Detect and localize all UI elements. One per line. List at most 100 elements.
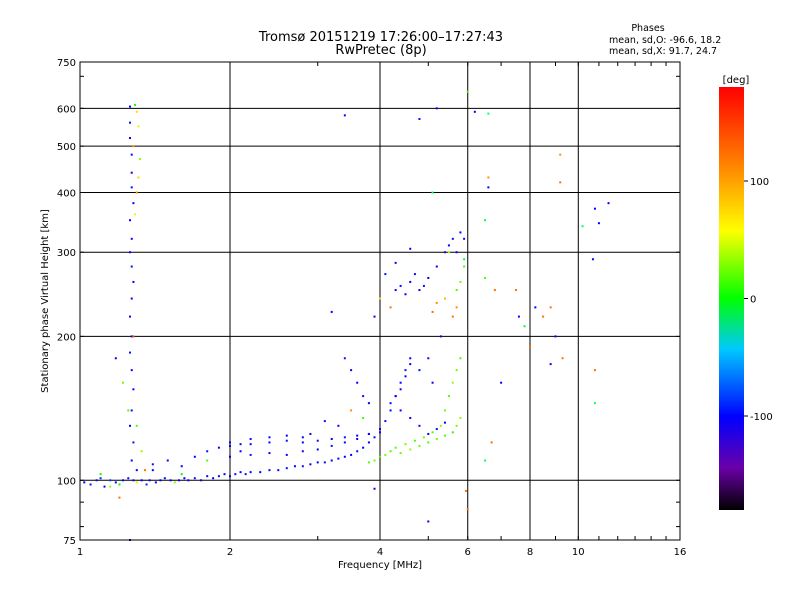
data-point — [399, 388, 402, 391]
data-point — [409, 280, 412, 283]
data-point — [435, 107, 438, 110]
data-point — [451, 237, 454, 240]
data-point — [367, 432, 370, 435]
data-point — [114, 481, 117, 484]
data-point — [268, 436, 271, 439]
data-point — [249, 471, 252, 474]
x-tick-label: 10 — [572, 547, 585, 558]
y-tick-label: 600 — [57, 104, 76, 115]
colorbar-tick-label: 0 — [750, 295, 756, 306]
data-point — [463, 265, 466, 268]
data-point — [301, 441, 304, 444]
data-point — [229, 441, 231, 444]
data-point — [389, 306, 392, 309]
data-point — [379, 297, 381, 300]
x-tick-label: 8 — [527, 547, 533, 558]
data-point — [490, 441, 493, 444]
data-point — [83, 481, 86, 484]
y-tick-label: 75 — [63, 536, 76, 547]
data-point — [459, 280, 462, 283]
data-point — [285, 439, 288, 442]
data-point — [373, 459, 376, 462]
data-point — [356, 434, 359, 437]
data-point — [362, 395, 365, 398]
data-point — [139, 158, 142, 161]
data-point — [515, 289, 518, 292]
data-point — [466, 508, 469, 511]
data-point — [130, 409, 133, 412]
data-point — [431, 381, 434, 384]
data-point — [206, 475, 209, 478]
data-point — [394, 289, 397, 292]
data-point — [443, 297, 446, 300]
data-point — [130, 237, 133, 240]
data-point — [316, 461, 319, 464]
colorbar-unit-label: [deg] — [723, 75, 750, 86]
y-tick-label: 750 — [57, 58, 76, 69]
data-point — [323, 461, 326, 464]
data-point — [129, 424, 132, 427]
data-point — [183, 477, 186, 480]
data-point — [418, 117, 421, 120]
data-point — [301, 450, 304, 453]
data-point — [129, 121, 132, 124]
data-point — [330, 444, 333, 447]
data-point — [409, 448, 412, 451]
data-point — [463, 237, 466, 240]
data-point — [517, 315, 520, 318]
data-point — [285, 467, 288, 470]
data-point — [135, 481, 138, 484]
data-point — [259, 471, 262, 474]
data-point — [362, 446, 365, 449]
data-point — [130, 171, 133, 174]
data-point — [129, 105, 132, 108]
data-point — [384, 453, 387, 456]
data-point — [109, 485, 112, 488]
data-point — [422, 284, 425, 287]
data-point — [404, 443, 407, 446]
data-point — [404, 293, 407, 296]
data-point — [389, 402, 392, 405]
stats-line-o: mean, sd,O: -96.6, 18.2 — [609, 35, 721, 46]
data-point — [166, 459, 169, 462]
data-point — [323, 420, 326, 423]
data-point — [229, 455, 231, 458]
data-point — [484, 276, 487, 279]
data-point — [309, 432, 312, 435]
chart-subtitle: RwPretec (8p) — [335, 43, 426, 58]
data-point — [367, 402, 370, 405]
data-point — [484, 219, 487, 222]
data-point — [293, 465, 296, 468]
data-point — [140, 479, 143, 482]
data-point — [443, 434, 446, 437]
data-point — [173, 481, 176, 484]
data-point — [114, 357, 117, 360]
data-point — [367, 441, 370, 444]
data-point — [212, 477, 215, 480]
data-point — [356, 437, 359, 440]
data-point — [217, 446, 220, 449]
data-point — [343, 441, 346, 444]
data-point — [268, 469, 271, 472]
data-point — [399, 409, 402, 412]
data-point — [169, 479, 172, 482]
data-point — [394, 261, 397, 264]
data-point — [559, 153, 562, 156]
y-tick-label: 400 — [57, 188, 76, 199]
data-point — [330, 310, 333, 313]
data-point — [399, 381, 402, 384]
y-tick-label: 200 — [57, 332, 76, 343]
data-point — [145, 483, 148, 486]
data-point — [135, 424, 138, 427]
data-point — [593, 402, 596, 405]
data-point — [99, 477, 102, 480]
data-point — [435, 301, 438, 304]
data-point — [127, 477, 130, 480]
data-point — [409, 247, 412, 250]
data-point — [206, 459, 209, 462]
data-point — [379, 431, 381, 434]
data-point — [151, 463, 154, 466]
data-point — [367, 461, 370, 464]
x-axis-label: Frequency [MHz] — [338, 560, 422, 571]
plot-grid — [80, 62, 680, 540]
